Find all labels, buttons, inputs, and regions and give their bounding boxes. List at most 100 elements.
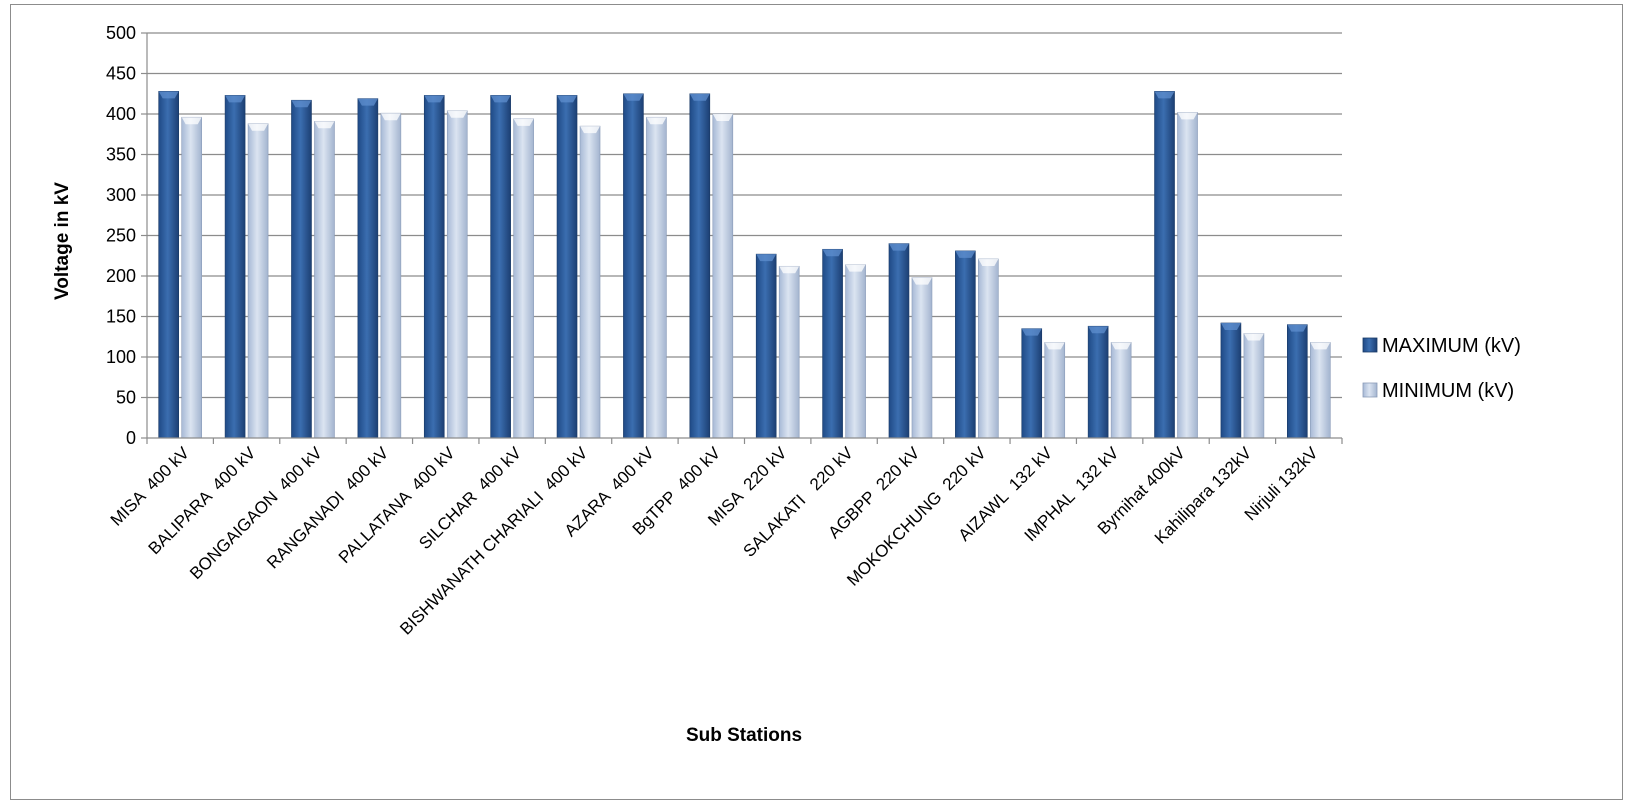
bar-maximum-bevel [822,249,843,257]
bars [158,91,1331,439]
bar-minimum [845,264,866,439]
bar-minimum-bevel [1243,333,1264,341]
bar-maximum [822,248,843,439]
y-tick-label: 400 [106,104,136,124]
bar-minimum-bevel [248,123,269,131]
y-tick-label: 150 [106,307,136,327]
bar-minimum [1044,342,1066,439]
gridlines [147,32,1342,399]
bar-maximum-bevel [756,254,777,262]
bar-minimum-bevel [911,277,932,285]
bar-minimum [911,277,933,439]
legend: MAXIMUM (kV) MINIMUM (kV) [1362,335,1521,402]
bar-minimum [513,118,534,439]
bar-maximum [689,93,711,439]
bar-maximum-bevel [1021,328,1042,336]
bar-minimum [314,120,335,439]
bar-minimum-bevel [978,258,999,266]
bar-minimum [778,265,800,439]
bar-maximum-bevel [623,93,644,101]
legend-swatch-maximum [1362,337,1378,353]
bar-minimum [712,113,734,439]
y-axis-title: Voltage in kV [52,182,73,300]
x-tick-label: RANGANADI 400 kV [263,443,392,572]
y-tick-label: 500 [106,23,136,43]
bar-minimum-bevel [447,110,468,118]
legend-label-minimum: MINIMUM (kV) [1382,380,1514,402]
bar-maximum [755,253,777,439]
bar-minimum-bevel [646,117,667,125]
chart-frame: 0 50 100 150 200 250 300 350 400 450 500 MISA 400 … [10,4,1623,800]
bar-maximum [224,95,246,439]
bar-maximum-bevel [955,250,976,258]
x-tick-label: MOKOKCHUNG 220 kV [843,443,990,590]
bar-minimum-bevel [712,114,733,121]
bar-maximum-bevel [490,95,511,103]
bar-maximum [556,95,578,439]
bar-maximum [1087,325,1109,439]
bar-maximum [357,98,379,439]
bar-maximum [1287,324,1308,439]
bar-minimum [579,125,601,439]
bar-minimum [978,258,999,439]
bar-minimum-bevel [1044,342,1065,350]
bar-maximum [888,243,910,439]
legend-label-maximum: MAXIMUM (kV) [1382,335,1521,357]
legend-swatch-minimum [1362,382,1378,398]
bar-minimum-bevel [580,126,601,134]
bar-minimum-bevel [1310,342,1331,350]
bar-maximum-bevel [1088,326,1109,334]
bar-maximum [955,250,976,439]
bar-maximum-bevel [1154,91,1175,99]
bar-maximum [158,91,179,439]
y-tick-label: 300 [106,185,136,205]
bar-maximum [1220,322,1242,439]
bar-maximum-bevel [291,100,312,108]
bar-minimum [1310,342,1331,439]
bar-maximum-bevel [557,95,578,103]
y-tick-label: 50 [116,388,136,408]
bar-maximum [490,95,511,439]
bar-minimum [446,110,468,439]
bar-maximum [623,93,644,439]
bar-minimum-bevel [181,117,202,125]
bar-minimum-bevel [314,121,335,129]
bar-minimum [1243,333,1265,439]
bar-maximum-bevel [357,98,378,106]
bar-minimum-bevel [845,264,866,272]
y-tick-label: 0 [126,428,136,448]
bar-maximum-bevel [888,243,909,251]
voltage-bar-chart: 0 50 100 150 200 250 300 350 400 450 500 MISA 400 … [52,23,1521,746]
y-tick-label: 200 [106,266,136,286]
y-tick-label: 250 [106,226,136,246]
bar-minimum-bevel [380,113,401,121]
bar-maximum [423,95,445,439]
bar-minimum-bevel [1111,342,1132,350]
bar-maximum [1021,328,1043,439]
bar-maximum-bevel [1220,322,1241,330]
x-tick-label: BONGAIGAON 400 kV [186,443,326,583]
bar-minimum [380,112,402,439]
bar-maximum-bevel [424,95,445,103]
bar-maximum-bevel [225,95,246,103]
bar-minimum [247,123,269,439]
y-axis-ticks: 0 50 100 150 200 250 300 350 400 450 500 [106,23,147,448]
x-tick-label: PALLATANA 400 kV [335,443,459,567]
y-tick-label: 100 [106,347,136,367]
bar-minimum [646,116,667,439]
x-axis-title: Sub Stations [686,725,802,746]
bar-minimum-bevel [513,118,534,126]
bar-minimum-bevel [779,266,800,274]
bar-maximum-bevel [689,93,710,101]
bar-maximum [1154,91,1175,439]
bar-maximum [291,99,312,439]
bar-minimum [1177,112,1198,439]
y-tick-label: 450 [106,64,136,84]
bar-maximum-bevel [1287,324,1308,332]
x-tick-label: SALAKATI 220 kV [739,443,857,561]
bar-maximum-bevel [158,91,179,99]
bar-minimum-bevel [1177,112,1198,120]
y-tick-label: 350 [106,145,136,165]
bar-minimum [1110,342,1132,439]
